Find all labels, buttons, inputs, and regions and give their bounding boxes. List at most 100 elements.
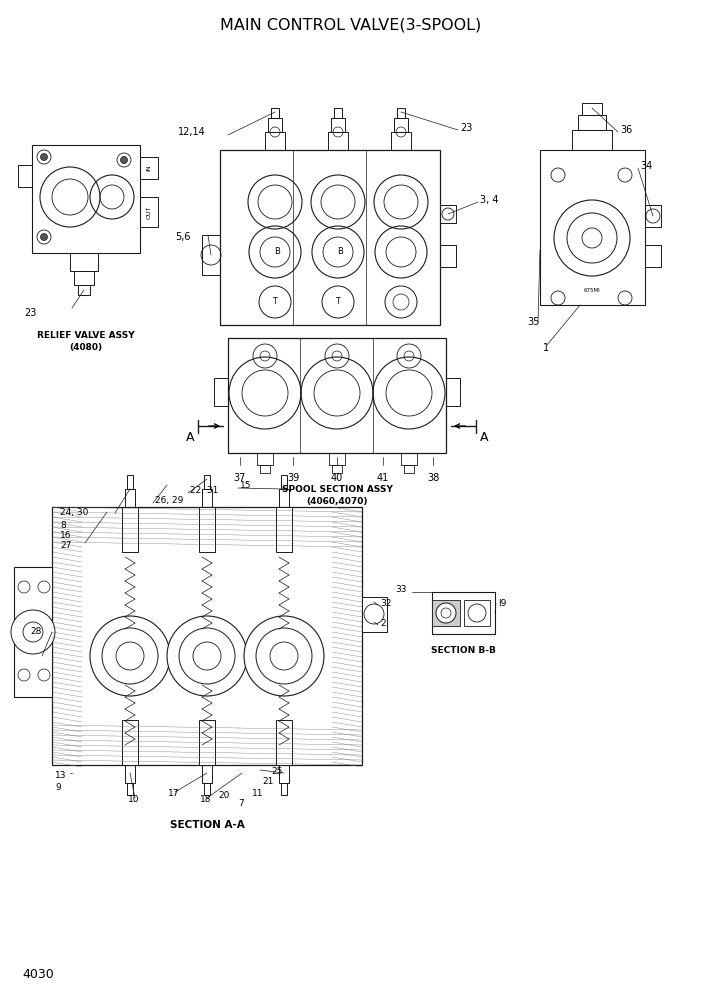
Bar — [432, 600, 460, 626]
Text: 4030: 4030 — [22, 968, 54, 981]
Text: 17: 17 — [168, 790, 180, 799]
Bar — [582, 103, 602, 115]
Circle shape — [90, 616, 170, 696]
Bar — [122, 720, 138, 765]
Bar — [220, 150, 440, 325]
Text: I9: I9 — [498, 598, 506, 607]
Bar — [202, 765, 212, 783]
Text: 21: 21 — [262, 778, 273, 787]
Bar — [52, 507, 362, 765]
Bar — [257, 453, 273, 465]
Text: T: T — [336, 298, 340, 307]
Bar — [32, 145, 140, 253]
Bar — [204, 783, 210, 795]
Circle shape — [244, 616, 324, 696]
Text: 20: 20 — [218, 792, 230, 801]
Bar — [432, 592, 495, 634]
Bar — [279, 489, 289, 507]
Bar — [271, 108, 279, 118]
Bar — [276, 720, 292, 765]
Bar — [281, 783, 287, 795]
Text: 35: 35 — [527, 317, 539, 327]
Text: T: T — [272, 298, 277, 307]
Bar — [391, 132, 411, 150]
Bar — [394, 118, 408, 132]
Bar — [74, 271, 94, 285]
Bar — [122, 507, 138, 552]
Text: 12,14: 12,14 — [178, 127, 206, 137]
Text: SPOOL SECTION ASSY: SPOOL SECTION ASSY — [282, 485, 392, 494]
Text: 10: 10 — [128, 796, 140, 805]
Bar — [440, 245, 456, 267]
Text: 11: 11 — [252, 789, 263, 798]
Text: 25: 25 — [271, 768, 282, 777]
Text: 3, 4: 3, 4 — [480, 195, 498, 205]
Text: 40: 40 — [331, 473, 343, 483]
Text: 26, 29: 26, 29 — [155, 495, 183, 505]
Bar — [645, 205, 661, 227]
Text: 37: 37 — [234, 473, 246, 483]
Bar — [404, 465, 414, 473]
Text: A: A — [479, 431, 489, 444]
Bar — [328, 132, 348, 150]
Bar — [125, 765, 135, 783]
Bar — [199, 720, 215, 765]
Text: 9: 9 — [55, 783, 61, 792]
Bar — [199, 507, 215, 552]
Text: 675MI: 675MI — [583, 288, 600, 293]
Text: 24, 30: 24, 30 — [60, 509, 88, 518]
Text: MAIN CONTROL VALVE(3-SPOOL): MAIN CONTROL VALVE(3-SPOOL) — [220, 18, 482, 33]
Bar — [202, 235, 220, 275]
Bar — [645, 245, 661, 267]
Circle shape — [41, 154, 48, 161]
Bar — [70, 253, 98, 271]
Circle shape — [11, 610, 55, 654]
Text: 39: 39 — [287, 473, 299, 483]
Bar — [332, 465, 342, 473]
Text: 28: 28 — [30, 628, 41, 637]
Text: A: A — [186, 431, 194, 444]
Text: 23: 23 — [460, 123, 472, 133]
Bar — [214, 378, 228, 406]
Bar — [276, 507, 292, 552]
Text: 22, 31: 22, 31 — [190, 485, 218, 494]
Bar — [401, 453, 417, 465]
Text: 16: 16 — [60, 531, 72, 540]
Bar — [78, 285, 90, 295]
Text: 13: 13 — [55, 771, 67, 780]
Bar — [265, 132, 285, 150]
Bar — [329, 453, 345, 465]
Bar — [540, 150, 645, 305]
Bar — [127, 475, 133, 489]
Bar — [572, 130, 612, 150]
Text: 41: 41 — [377, 473, 389, 483]
Bar — [140, 157, 158, 179]
Bar — [331, 118, 345, 132]
Text: B: B — [274, 247, 280, 257]
Text: IN: IN — [147, 165, 152, 172]
Bar — [202, 489, 212, 507]
Text: RELIEF VALVE ASSY: RELIEF VALVE ASSY — [37, 331, 135, 340]
Circle shape — [121, 157, 128, 164]
Text: 15: 15 — [240, 481, 251, 490]
Text: 38: 38 — [427, 473, 439, 483]
Bar — [268, 118, 282, 132]
Text: (4060,4070): (4060,4070) — [306, 497, 368, 506]
Text: OUT: OUT — [147, 205, 152, 218]
Bar — [397, 108, 405, 118]
Text: 8: 8 — [60, 521, 66, 530]
Text: 23: 23 — [24, 308, 37, 318]
Text: (4080): (4080) — [69, 343, 102, 352]
Text: SECTION A-A: SECTION A-A — [170, 820, 244, 830]
Bar — [362, 597, 387, 632]
Text: 18: 18 — [200, 796, 211, 805]
Text: 32: 32 — [380, 598, 392, 607]
Bar — [281, 475, 287, 489]
Bar — [260, 465, 270, 473]
Text: 7: 7 — [238, 799, 244, 807]
Text: SECTION B-B: SECTION B-B — [430, 646, 496, 655]
Text: 1: 1 — [543, 343, 549, 353]
Bar — [204, 475, 210, 489]
Bar — [464, 600, 490, 626]
Bar — [18, 165, 32, 187]
